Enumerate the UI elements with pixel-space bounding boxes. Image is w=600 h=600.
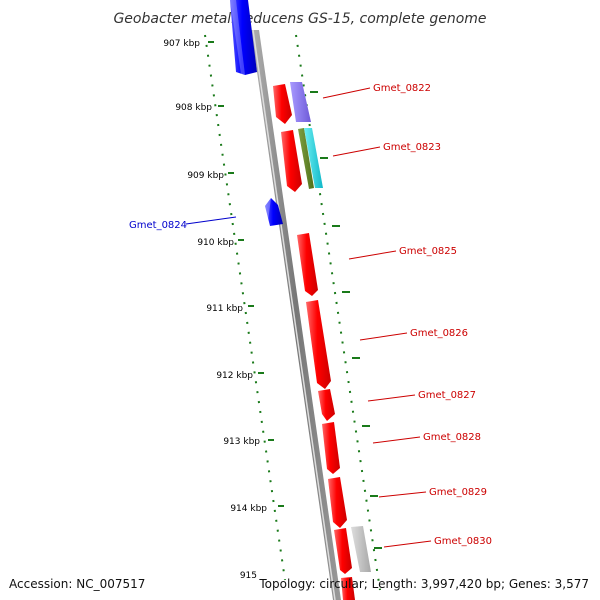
gene-gmet-0822-partner[interactable] bbox=[290, 82, 311, 122]
kbp-label: 915 bbox=[240, 571, 257, 581]
gene-reverse-907[interactable] bbox=[230, 0, 257, 75]
gene-label-gmet-0822[interactable]: Gmet_0822 bbox=[373, 83, 431, 94]
gene-gmet-0824[interactable] bbox=[265, 198, 283, 226]
kbp-label: 913 kbp bbox=[223, 437, 260, 447]
kbp-label: 910 kbp bbox=[197, 238, 234, 248]
label-leaders bbox=[185, 87, 432, 548]
genome-backbone bbox=[251, 29, 341, 600]
gene-label-gmet-0828[interactable]: Gmet_0828 bbox=[423, 432, 481, 443]
map-title: Geobacter metallireducens GS-15, complet… bbox=[113, 11, 486, 27]
gene-gmet-0826[interactable] bbox=[306, 300, 331, 389]
gene-gmet-0830[interactable] bbox=[334, 528, 352, 574]
gene-gmet-0823-cyan[interactable] bbox=[304, 128, 323, 188]
gene-gray-830[interactable] bbox=[351, 526, 371, 572]
kbp-label: 912 kbp bbox=[216, 371, 253, 381]
gene-label-gmet-0823[interactable]: Gmet_0823 bbox=[383, 142, 441, 153]
gene-label-gmet-0826[interactable]: Gmet_0826 bbox=[410, 328, 468, 339]
kbp-labels: 907 kbp 908 kbp 909 kbp 910 kbp 911 kbp … bbox=[163, 39, 267, 581]
kbp-label: 914 kbp bbox=[230, 504, 267, 514]
kbp-label: 907 kbp bbox=[163, 39, 200, 49]
outer-ruler-ticks bbox=[310, 91, 382, 549]
gene-gmet-0828[interactable] bbox=[322, 422, 340, 474]
inner-ruler bbox=[204, 34, 286, 581]
gene-label-gmet-0830[interactable]: Gmet_0830 bbox=[434, 536, 492, 547]
gene-gmet-0829[interactable] bbox=[328, 477, 347, 528]
gene-label-gmet-0829[interactable]: Gmet_0829 bbox=[429, 487, 487, 498]
gene-gmet-0827[interactable] bbox=[318, 389, 335, 421]
gene-gmet-0822[interactable] bbox=[273, 84, 292, 124]
accession-text: Accession: NC_007517 bbox=[9, 577, 146, 591]
inner-ruler-ticks bbox=[208, 41, 284, 507]
gene-labels: Gmet_0822 Gmet_0823 Gmet_0824 Gmet_0825 … bbox=[129, 83, 492, 547]
genome-summary-text: Topology: circular; Length: 3,997,420 bp… bbox=[259, 577, 589, 591]
gene-label-gmet-0827[interactable]: Gmet_0827 bbox=[418, 390, 476, 401]
kbp-label: 911 kbp bbox=[206, 304, 243, 314]
kbp-label: 909 kbp bbox=[187, 171, 224, 181]
gene-gmet-0823[interactable] bbox=[281, 130, 302, 192]
gene-label-gmet-0825[interactable]: Gmet_0825 bbox=[399, 246, 457, 257]
gene-gmet-0823-green[interactable] bbox=[298, 128, 314, 189]
gene-bottom-914[interactable] bbox=[341, 577, 355, 600]
kbp-label: 908 kbp bbox=[175, 103, 212, 113]
gene-label-gmet-0824[interactable]: Gmet_0824 bbox=[129, 220, 187, 231]
gene-gmet-0825[interactable] bbox=[297, 233, 318, 296]
outer-ruler bbox=[295, 34, 381, 591]
